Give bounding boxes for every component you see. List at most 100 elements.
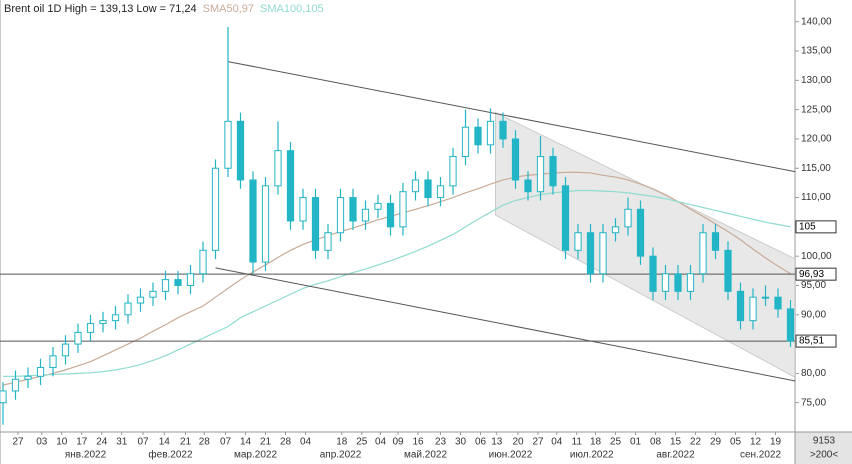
candle-body xyxy=(711,232,720,251)
y-tick-label: 125,00 xyxy=(801,104,832,115)
y-tick-label: 115,00 xyxy=(801,163,831,174)
candle-body xyxy=(561,185,570,251)
x-tick-label: 27 xyxy=(532,437,544,448)
candle-body xyxy=(574,232,582,251)
x-tick-label: 07 xyxy=(220,437,232,448)
y-tick-label: 80,00 xyxy=(801,368,826,379)
candle-body xyxy=(786,308,795,342)
x-tick-label: 08 xyxy=(650,437,662,448)
x-tick-label: 18 xyxy=(590,437,602,448)
y-tick-label: 120,00 xyxy=(801,134,832,145)
candle-body xyxy=(599,232,607,275)
trend-line xyxy=(227,61,796,173)
candle-body xyxy=(699,232,707,275)
y-tick-label: 75,00 xyxy=(801,397,826,408)
month-label: апр.2022 xyxy=(320,450,362,461)
candle-body xyxy=(24,375,32,380)
candle-body xyxy=(661,273,670,292)
candle-body xyxy=(624,208,632,228)
price-label-box xyxy=(795,334,837,348)
candle-body xyxy=(86,323,95,333)
month-label: сен.2022 xyxy=(740,450,782,461)
candle-body xyxy=(736,290,745,322)
legend-entry: SMA100,105 xyxy=(260,3,324,15)
month-label: май.2022 xyxy=(404,450,447,461)
x-tick-label: 15 xyxy=(670,437,682,448)
channel-area xyxy=(495,111,796,379)
price-label: 85,51 xyxy=(799,336,824,347)
x-tick-label: 03 xyxy=(36,437,48,448)
x-tick-label: 25 xyxy=(356,437,368,448)
candle-body xyxy=(261,185,270,263)
x-tick-label: 06 xyxy=(475,437,487,448)
candle-body xyxy=(674,273,682,292)
month-label: янв.2022 xyxy=(65,450,107,461)
candle-body xyxy=(49,355,57,369)
x-tick-label: 29 xyxy=(710,437,722,448)
candle-body xyxy=(149,290,157,298)
x-tick-label: 28 xyxy=(280,437,292,448)
chart-title: Brent oil 1D High = 139,13 Low = 71,24 xyxy=(4,3,197,15)
candle-body xyxy=(61,343,70,357)
candle-body xyxy=(449,156,457,187)
candle-body xyxy=(11,378,20,392)
candle-body xyxy=(299,197,307,222)
x-tick-label: 01 xyxy=(630,437,642,448)
candle-body xyxy=(524,179,532,193)
x-tick-label: 12 xyxy=(750,437,762,448)
month-label: фев.2022 xyxy=(148,449,193,461)
footer-range: >200< xyxy=(810,450,839,461)
footer-box xyxy=(795,432,852,464)
candle-body xyxy=(411,179,420,193)
x-tick-label: 25 xyxy=(610,437,622,448)
candle-body xyxy=(36,367,45,377)
trend-line xyxy=(215,267,796,382)
candle-body xyxy=(74,331,82,345)
x-tick-label: 04 xyxy=(375,437,387,448)
candle-body xyxy=(361,208,370,222)
candle-body xyxy=(461,126,470,158)
candle-body xyxy=(136,296,145,304)
x-tick-label: 19 xyxy=(770,437,782,448)
price-label: 96,93 xyxy=(799,269,824,280)
x-tick-label: 18 xyxy=(336,437,348,448)
candle-body xyxy=(224,120,232,169)
x-tick-label: 13 xyxy=(491,437,503,448)
candle-body xyxy=(124,302,132,316)
candle-body xyxy=(424,179,432,199)
price-label: 105 xyxy=(799,222,816,233)
x-tick-label: 16 xyxy=(412,437,424,448)
candle-body xyxy=(536,156,545,193)
x-tick-label: 28 xyxy=(199,437,211,448)
y-tick-label: 90,00 xyxy=(801,309,826,320)
x-tick-label: 04 xyxy=(300,437,312,448)
y-tick-label: 100,00 xyxy=(801,251,832,262)
candle-body xyxy=(0,390,7,404)
y-tick-label: 130,00 xyxy=(801,75,832,86)
candle-body xyxy=(511,138,520,181)
candle-body xyxy=(236,120,245,181)
x-tick-label: 31 xyxy=(116,437,128,448)
candle-body xyxy=(386,202,395,228)
candle-body xyxy=(761,296,770,299)
candle-body xyxy=(549,156,557,187)
month-label: июл.2022 xyxy=(570,450,614,461)
candle-body xyxy=(111,314,120,322)
candle-body xyxy=(649,255,657,292)
x-tick-label: 04 xyxy=(551,437,563,448)
x-tick-label: 20 xyxy=(512,437,524,448)
candle-body xyxy=(474,126,482,146)
x-tick-label: 11 xyxy=(572,437,583,448)
y-tick-label: 95,00 xyxy=(801,280,826,291)
candle-body xyxy=(586,232,595,275)
candle-body xyxy=(199,249,207,275)
footer-count: 9153 xyxy=(813,436,836,447)
x-tick-label: 14 xyxy=(159,437,171,448)
sma-line xyxy=(3,189,791,377)
x-tick-label: 17 xyxy=(76,437,88,448)
candle-body xyxy=(399,191,407,228)
y-tick-label: 135,00 xyxy=(801,46,832,57)
x-tick-label: 22 xyxy=(690,437,702,448)
candle-body xyxy=(311,197,320,251)
x-tick-label: 24 xyxy=(96,437,108,448)
